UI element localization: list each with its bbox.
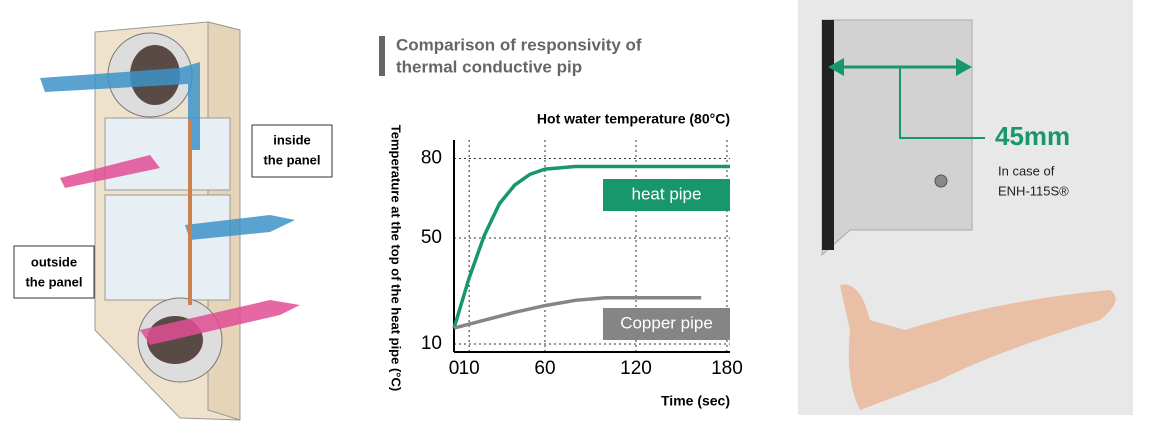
photo [798, 0, 1133, 415]
title-bar [379, 36, 385, 76]
note: In case of [998, 163, 1055, 178]
line-series [452, 164, 730, 329]
legend-box [603, 308, 730, 340]
label-box [251, 124, 333, 178]
line-series [453, 295, 702, 330]
inside-label: inside [273, 132, 311, 147]
y-tick-label: 80 [421, 148, 442, 169]
chart-title: Comparison of responsivity of [396, 35, 642, 54]
chart-title: thermal conductive pip [396, 57, 582, 76]
x-tick-label: 10 [459, 358, 480, 379]
y-tick-label: 10 [421, 333, 442, 354]
legend-label: Copper pipe [620, 313, 713, 332]
label-box [13, 245, 95, 299]
legend-label: heat pipe [632, 184, 702, 203]
legend-box [603, 179, 730, 211]
measure-label: 45mm [995, 121, 1070, 151]
x-tick-label: 180 [711, 358, 743, 379]
x-tick-label: 120 [620, 358, 652, 379]
y-tick-label: 50 [421, 227, 442, 248]
x-axis-label: Time (sec) [661, 393, 730, 409]
chart: Comparison of responsivity of thermal co… [379, 35, 743, 409]
outside-label: the panel [25, 274, 82, 289]
x-tick-label: 60 [534, 358, 555, 379]
inside-label: the panel [263, 152, 320, 167]
outside-label: outside [31, 254, 77, 269]
cabinet-illustration [40, 21, 300, 421]
y-axis-label: Temperature at the top of the heat pipe … [389, 125, 404, 391]
note: ENH-115S® [998, 183, 1069, 198]
annotation: Hot water temperature (80°C) [537, 111, 730, 127]
x-tick-label: 0 [449, 358, 460, 379]
